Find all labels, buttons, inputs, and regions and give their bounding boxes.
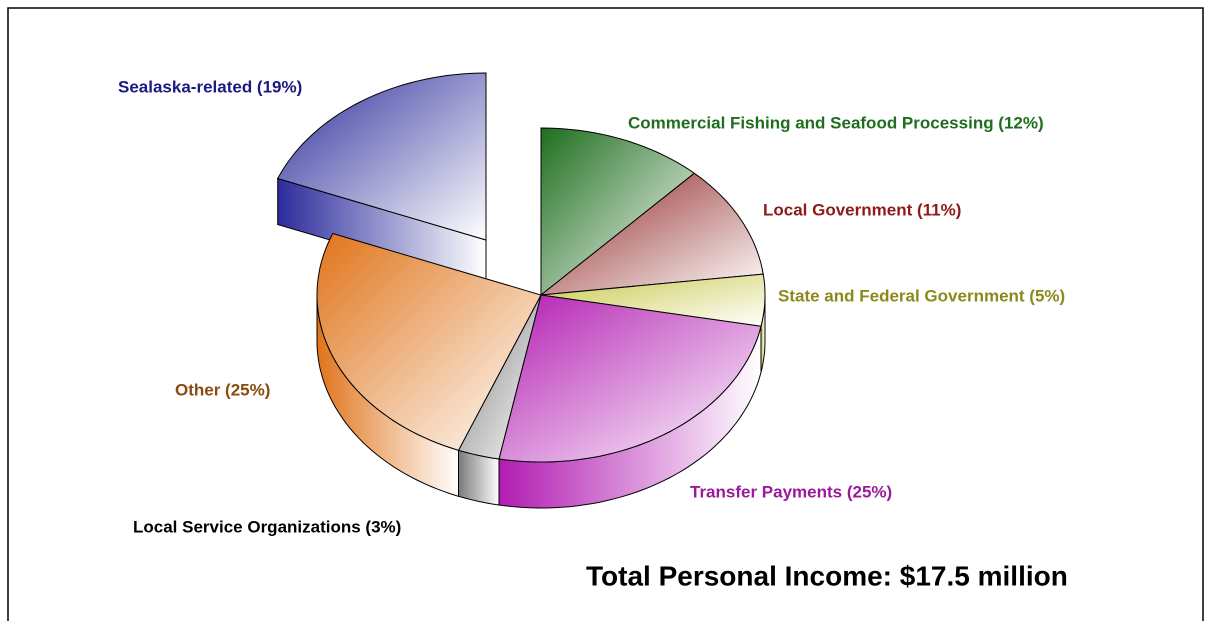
slice: [540, 273, 766, 327]
slice: [276, 72, 487, 241]
data-label: Transfer Payments (25%): [690, 482, 892, 501]
slice: [539, 172, 764, 296]
pie: [276, 72, 766, 509]
data-label: Other (25%): [175, 380, 270, 399]
slice: [540, 127, 696, 297]
slice: [498, 294, 762, 463]
data-label: Local Service Organizations (3%): [133, 517, 401, 536]
data-label: State and Federal Government (5%): [778, 286, 1065, 305]
data-label: Sealaska-related (19%): [118, 77, 302, 96]
data-label: Commercial Fishing and Seafood Processin…: [628, 113, 1044, 132]
annotation: Total Personal Income: $17.5 million: [586, 560, 1068, 591]
frame: [7, 7, 1204, 621]
data-label: Local Government (11%): [763, 200, 961, 219]
slice: [316, 232, 542, 451]
slice: [457, 294, 542, 460]
